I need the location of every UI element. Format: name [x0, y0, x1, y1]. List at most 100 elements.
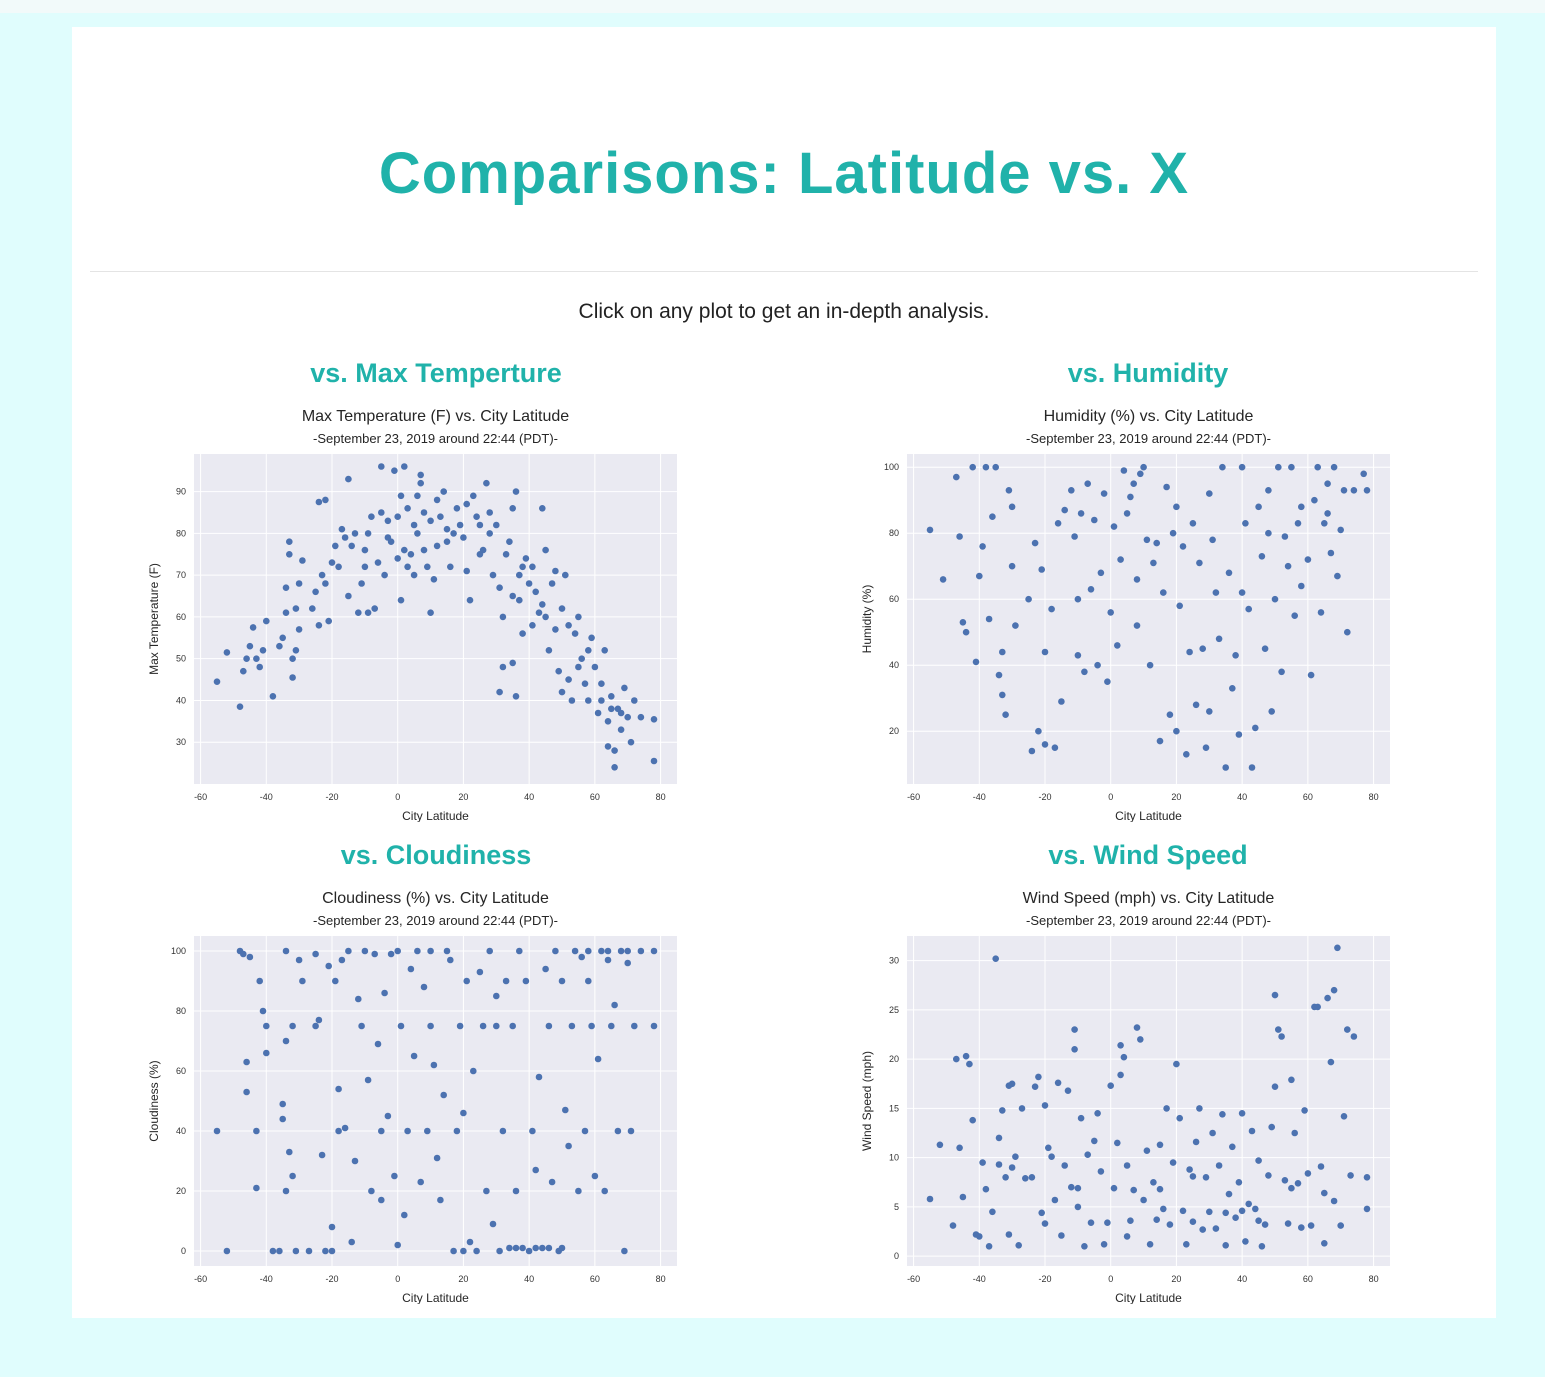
- data-point: [535, 1073, 543, 1081]
- data-point: [1265, 1172, 1272, 1179]
- data-point: [565, 1142, 572, 1150]
- data-point: [604, 956, 612, 964]
- data-point: [404, 1127, 411, 1135]
- data-point: [575, 613, 582, 621]
- data-point: [473, 1247, 480, 1255]
- data-point: [427, 947, 434, 955]
- data-point: [1110, 523, 1118, 530]
- data-point: [269, 693, 277, 700]
- data-point: [565, 622, 572, 629]
- data-point: [378, 1127, 385, 1135]
- data-point: [364, 530, 372, 537]
- data-point: [312, 588, 319, 596]
- plot-humidity[interactable]: Humidity (%) vs. City Latitude -September…: [853, 402, 1413, 822]
- data-point: [213, 678, 221, 685]
- data-point: [1235, 1179, 1243, 1186]
- data-point: [470, 492, 477, 500]
- data-point: [1117, 556, 1124, 563]
- data-point: [1278, 1033, 1285, 1040]
- data-point: [1281, 533, 1289, 540]
- data-point: [1196, 1105, 1203, 1112]
- data-point: [368, 513, 375, 520]
- data-point: [1150, 559, 1157, 567]
- data-point: [1261, 1221, 1269, 1228]
- data-point: [325, 617, 332, 625]
- data-point: [529, 1127, 536, 1135]
- data-point: [949, 1222, 957, 1229]
- data-point: [1209, 1129, 1216, 1137]
- data-point: [956, 1144, 963, 1152]
- scatter-chart[interactable]: Max Temperature (F) vs. City Latitude -Se…: [140, 402, 700, 822]
- data-point: [1186, 648, 1193, 656]
- data-point: [1252, 724, 1259, 732]
- heading-max-temperature: vs. Max Temperture: [310, 358, 562, 388]
- data-point: [1344, 1026, 1351, 1033]
- data-point: [617, 726, 625, 733]
- y-tick-label: 90: [176, 487, 186, 497]
- data-point: [1307, 671, 1315, 679]
- data-point: [378, 463, 385, 470]
- data-point: [1051, 744, 1059, 751]
- scatter-chart[interactable]: Humidity (%) vs. City Latitude -September…: [853, 402, 1413, 822]
- data-point: [253, 655, 260, 662]
- data-point: [565, 676, 572, 683]
- data-point: [1298, 1224, 1305, 1231]
- data-point: [1344, 628, 1351, 636]
- data-point: [1232, 1214, 1239, 1221]
- data-point: [456, 521, 464, 529]
- x-tick-label: 0: [1108, 1274, 1113, 1284]
- y-tick-label: 10: [889, 1153, 899, 1163]
- data-point: [1317, 1163, 1325, 1170]
- data-point: [483, 1187, 490, 1195]
- data-point: [1337, 1222, 1344, 1229]
- data-point: [1008, 1164, 1016, 1171]
- data-point: [1173, 1060, 1180, 1068]
- data-point: [627, 1127, 635, 1135]
- plot-cloudiness[interactable]: Cloudiness (%) vs. City Latitude -Septemb…: [140, 884, 700, 1304]
- data-point: [1084, 1151, 1091, 1158]
- y-tick-label: 60: [176, 612, 186, 622]
- data-point: [1265, 529, 1272, 537]
- title-divider: [90, 271, 1478, 272]
- data-point: [295, 956, 303, 964]
- data-point: [1219, 463, 1226, 471]
- y-tick-label: 0: [894, 1251, 899, 1261]
- data-point: [466, 596, 474, 604]
- data-point: [499, 1127, 507, 1135]
- data-point: [982, 463, 990, 471]
- data-point: [611, 1001, 618, 1009]
- data-point: [489, 1220, 497, 1228]
- scatter-chart[interactable]: Cloudiness (%) vs. City Latitude -Septemb…: [140, 884, 700, 1304]
- y-tick-label: 40: [176, 695, 186, 705]
- data-point: [1008, 1080, 1016, 1088]
- data-point: [989, 513, 996, 520]
- y-tick-label: 80: [889, 528, 899, 538]
- data-point: [539, 1244, 546, 1252]
- data-point: [1298, 503, 1305, 511]
- data-point: [581, 1127, 589, 1135]
- plot-wind-speed[interactable]: Wind Speed (mph) vs. City Latitude -Septe…: [853, 884, 1413, 1304]
- data-point: [213, 1127, 221, 1135]
- data-point: [279, 1100, 286, 1108]
- data-point: [1038, 566, 1045, 573]
- x-tick-label: 80: [1369, 792, 1379, 802]
- data-point: [1054, 1079, 1062, 1087]
- scatter-chart[interactable]: Wind Speed (mph) vs. City Latitude -Septe…: [853, 884, 1413, 1304]
- data-point: [374, 1040, 382, 1048]
- data-point: [985, 1243, 993, 1250]
- data-point: [450, 530, 457, 537]
- data-point: [1179, 1207, 1187, 1215]
- data-point: [437, 1196, 444, 1204]
- data-point: [1225, 569, 1233, 577]
- data-point: [1107, 1082, 1114, 1089]
- data-point: [509, 505, 516, 512]
- data-point: [1268, 1123, 1275, 1131]
- data-point: [1156, 737, 1164, 745]
- data-point: [604, 718, 612, 725]
- data-point: [282, 1037, 290, 1045]
- plot-max-temperature[interactable]: Max Temperature (F) vs. City Latitude -Se…: [140, 402, 700, 822]
- data-point: [1163, 1105, 1170, 1112]
- data-point: [263, 1049, 270, 1057]
- data-point: [1281, 1177, 1289, 1184]
- data-point: [1163, 483, 1170, 491]
